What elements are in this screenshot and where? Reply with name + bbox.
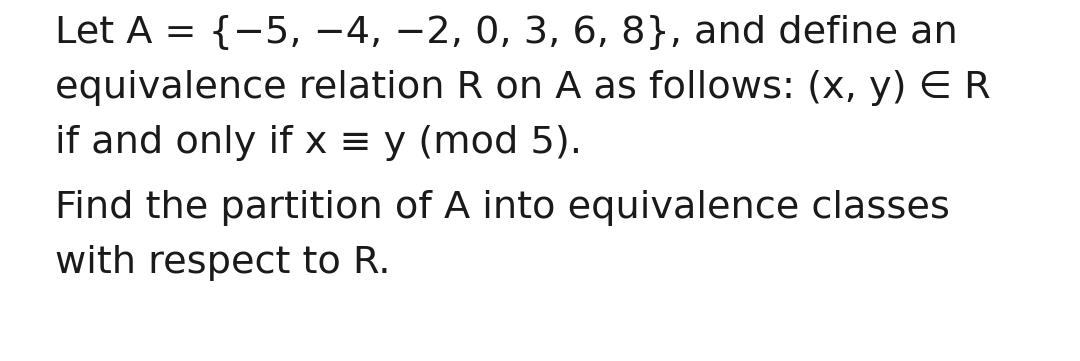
Text: with respect to R.: with respect to R. xyxy=(55,245,391,281)
Text: Let A = {−5, −4, −2, 0, 3, 6, 8}, and define an: Let A = {−5, −4, −2, 0, 3, 6, 8}, and de… xyxy=(55,15,958,51)
Text: Find the partition of A into equivalence classes: Find the partition of A into equivalence… xyxy=(55,190,950,226)
Text: equivalence relation R on A as follows: (x, y) ∈ R: equivalence relation R on A as follows: … xyxy=(55,70,990,106)
Text: if and only if x ≡ y (mod 5).: if and only if x ≡ y (mod 5). xyxy=(55,125,582,161)
